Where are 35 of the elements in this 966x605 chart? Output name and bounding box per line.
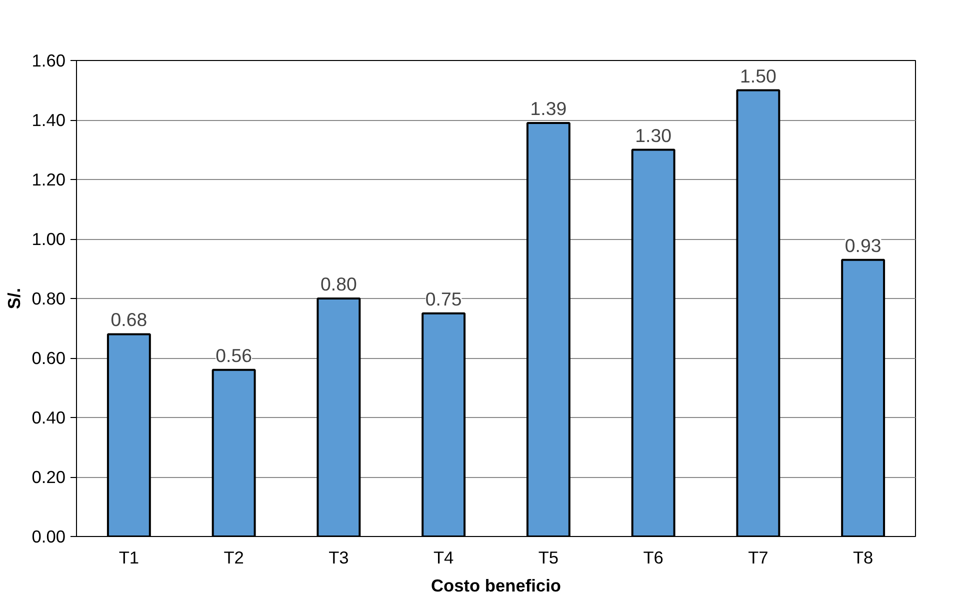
- data-label: 1.30: [635, 124, 672, 146]
- y-tick-label: 1.60: [32, 50, 66, 70]
- y-tick-label: 1.40: [32, 110, 66, 130]
- y-tick-label: 0.20: [32, 467, 66, 487]
- data-label: 1.39: [530, 98, 567, 119]
- x-tick-label: T6: [643, 548, 664, 568]
- x-tick-label: T3: [328, 548, 349, 568]
- bar: [316, 298, 361, 536]
- bar: [736, 89, 780, 536]
- x-tick-label: T7: [748, 548, 768, 568]
- data-label: 1.50: [740, 65, 776, 86]
- bar: [106, 333, 151, 536]
- data-label: 0.56: [216, 344, 252, 366]
- bar: [526, 122, 570, 536]
- bar: [841, 258, 886, 536]
- y-tick-label: 0.80: [32, 288, 66, 308]
- y-tick-label: 1.00: [32, 229, 66, 249]
- y-tick-label: 1.20: [32, 170, 66, 190]
- bar: [212, 368, 256, 536]
- x-tick-label: T2: [224, 548, 244, 568]
- y-tick-label: 0.40: [32, 408, 66, 428]
- x-tick-label: T1: [118, 548, 140, 568]
- x-axis-title: Costo beneficio: [431, 576, 561, 596]
- x-tick-label: T4: [433, 548, 454, 568]
- data-label: 0.80: [320, 274, 357, 294]
- bar: [631, 148, 676, 536]
- x-tick-label: T8: [852, 548, 874, 568]
- y-tick-label: 0.60: [32, 348, 66, 368]
- y-tick-label: 0.00: [32, 526, 66, 546]
- data-label: 0.93: [844, 234, 882, 256]
- bar: [422, 312, 466, 536]
- data-label: 0.68: [110, 309, 148, 330]
- x-tick-label: T5: [538, 548, 559, 568]
- data-label: 0.75: [425, 288, 462, 310]
- y-axis-title: S/.: [4, 288, 24, 310]
